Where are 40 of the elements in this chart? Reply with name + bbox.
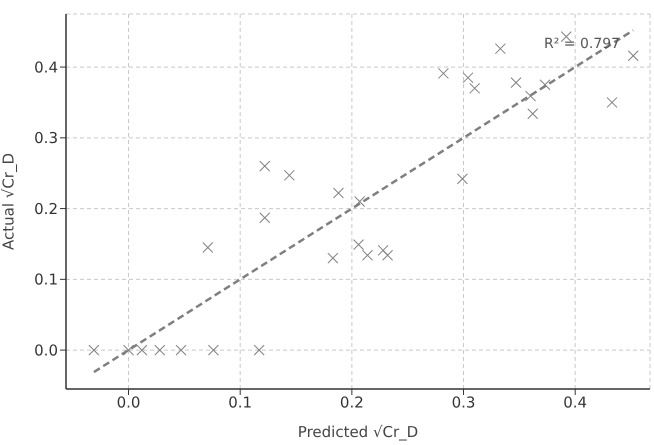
point: [332, 188, 344, 199]
point: [456, 173, 468, 184]
point: [628, 50, 639, 62]
x-tick-label: 0.1: [228, 394, 252, 412]
x-tick-label: 0.2: [340, 394, 364, 412]
point: [284, 170, 295, 181]
point: [176, 344, 187, 356]
x-tick-label: 0.4: [563, 394, 588, 412]
point: [382, 250, 394, 261]
point: [494, 43, 506, 54]
point: [438, 68, 449, 79]
point: [88, 344, 100, 356]
point: [354, 196, 366, 207]
point: [136, 344, 148, 356]
point: [606, 96, 618, 108]
x-tick-label: 0.3: [452, 394, 476, 412]
point: [259, 212, 270, 224]
x-tick-label: 0.0: [116, 394, 140, 412]
point: [327, 252, 338, 264]
point: [362, 250, 373, 261]
point: [208, 344, 219, 356]
y-tick-label: 0.1: [34, 270, 58, 289]
point: [510, 77, 522, 88]
point: [202, 242, 214, 253]
point: [560, 31, 572, 42]
y-tick-label: 0.0: [34, 341, 58, 360]
point: [462, 72, 474, 84]
y-axis-title: Actual √Cr_D: [0, 152, 18, 250]
point: [353, 239, 364, 250]
point: [254, 344, 265, 356]
x-axis-title: Predicted √Cr_D: [298, 423, 418, 441]
point: [123, 344, 134, 356]
point: [259, 160, 270, 172]
point: [378, 244, 389, 256]
point: [527, 108, 538, 120]
y-tick-label: 0.2: [34, 200, 58, 218]
y-tick-label: 0.4: [34, 58, 58, 76]
y-tick-label: 0.3: [34, 129, 58, 148]
point: [154, 344, 166, 356]
point: [469, 82, 480, 94]
